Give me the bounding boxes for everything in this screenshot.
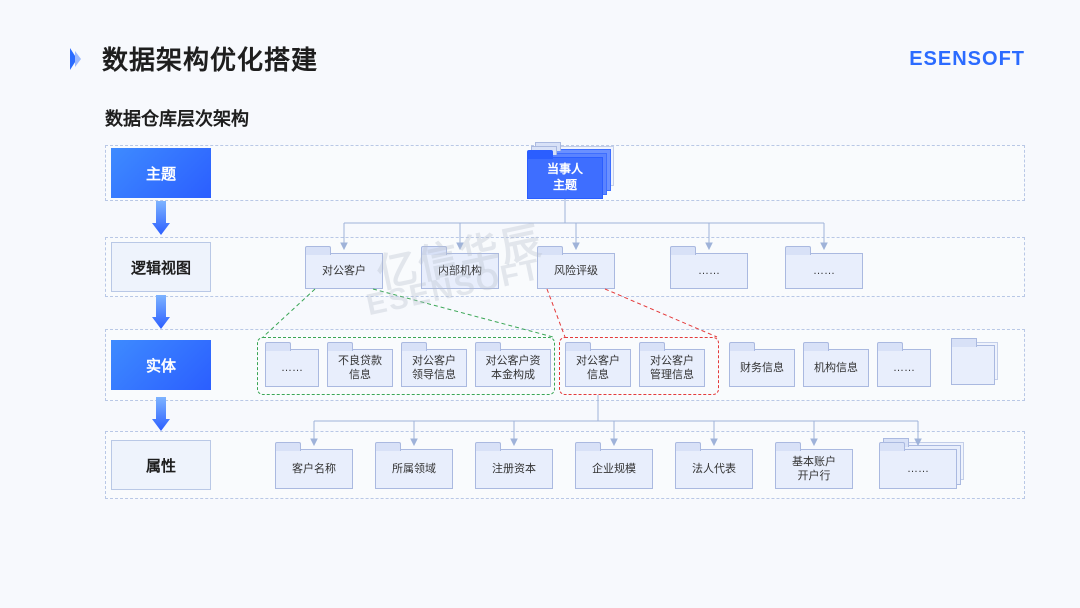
diagram-stage: 主题 逻辑视图 实体 属性 当事人 主题 对公客户 内部机构 风险评级 …… …… [105, 145, 1025, 545]
logical-5: …… [785, 253, 863, 289]
level-entity: 实体 [111, 340, 211, 390]
attr-0: 客户名称 [275, 449, 353, 489]
entity-8: …… [877, 349, 931, 387]
entity-3: 对公客户资 本金构成 [475, 349, 551, 387]
subtitle: 数据仓库层次架构 [105, 105, 1080, 131]
entity-4: 对公客户 信息 [565, 349, 631, 387]
arrow-1 [152, 201, 170, 235]
entity-0: …… [265, 349, 319, 387]
logical-4: …… [670, 253, 748, 289]
theme-folder: 当事人 主题 [527, 157, 603, 199]
entity-5: 对公客户 管理信息 [639, 349, 705, 387]
logical-2: 内部机构 [421, 253, 499, 289]
logical-1: 对公客户 [305, 253, 383, 289]
attr-6: …… [879, 449, 957, 489]
arrow-3 [152, 397, 170, 431]
attr-2: 注册资本 [475, 449, 553, 489]
attr-3: 企业规模 [575, 449, 653, 489]
entity-2: 对公客户 领导信息 [401, 349, 467, 387]
logical-3: 风险评级 [537, 253, 615, 289]
attr-5: 基本账户 开户行 [775, 449, 853, 489]
level-theme: 主题 [111, 148, 211, 198]
arrow-2 [152, 295, 170, 329]
entity-stack [951, 345, 995, 385]
title-bullet [70, 48, 84, 70]
attr-1: 所属领域 [375, 449, 453, 489]
brand-logo: ESENSOFT [909, 48, 1025, 71]
page-title: 数据架构优化搭建 [102, 40, 318, 77]
entity-6: 财务信息 [729, 349, 795, 387]
attr-4: 法人代表 [675, 449, 753, 489]
level-attr: 属性 [111, 440, 211, 490]
level-logical: 逻辑视图 [111, 242, 211, 292]
entity-1: 不良贷款 信息 [327, 349, 393, 387]
entity-7: 机构信息 [803, 349, 869, 387]
